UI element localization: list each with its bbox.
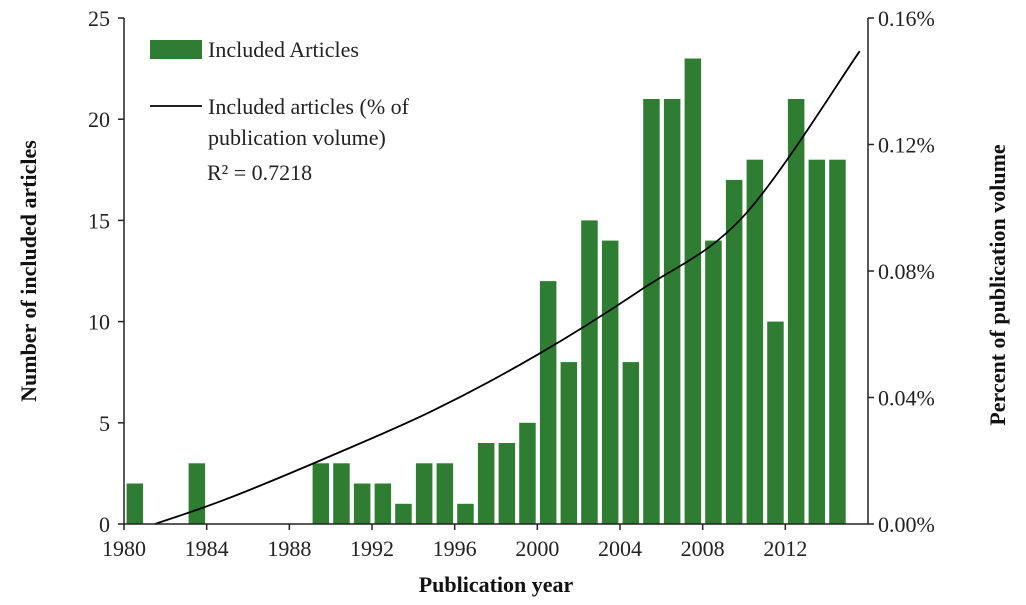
bar-1993: [374, 483, 392, 524]
bar-1999: [498, 443, 516, 524]
x-tick-label-2012: 2012: [763, 536, 807, 561]
bar-1984: [188, 463, 206, 524]
bar-2011: [746, 159, 764, 524]
y-left-tick-label-20: 20: [88, 107, 110, 132]
y-left-tick-label-5: 5: [99, 411, 110, 436]
legend: Included Articles Included articles (% o…: [150, 37, 410, 185]
bar-1997: [457, 503, 474, 524]
bar-2015: [829, 159, 846, 524]
y-left-tick-label-10: 10: [88, 310, 110, 335]
bar-1995: [415, 463, 433, 524]
bar-2006: [643, 99, 660, 524]
bar-2002: [560, 362, 578, 524]
x-tick-label-1992: 1992: [350, 536, 394, 561]
bar-2013: [787, 99, 805, 524]
x-tick-label-1988: 1988: [267, 536, 311, 561]
bar-2008: [684, 58, 702, 524]
bar-2005: [622, 362, 640, 524]
x-tick-label-2000: 2000: [515, 536, 559, 561]
bar-2000: [519, 422, 536, 524]
y-right-tick-label-3: 0.12%: [878, 133, 935, 158]
bar-series: [126, 58, 846, 524]
legend-bar-swatch: [150, 40, 202, 59]
bar-1981: [126, 483, 144, 524]
y-left-tick-label-15: 15: [88, 208, 110, 233]
bar-1994: [395, 503, 412, 524]
y-right-axis-ticks: 0.00% 0.04% 0.08% 0.12% 0.16%: [868, 6, 935, 537]
y-left-tick-label-0: 0: [99, 512, 110, 537]
x-tick-label-1996: 1996: [433, 536, 477, 561]
bar-2003: [581, 220, 598, 524]
y-left-axis-ticks: 0 5 10 15 20 25: [88, 6, 124, 537]
y-left-tick-label-25: 25: [88, 6, 110, 31]
y-axis-right-title: Percent of publication volume: [985, 144, 1010, 426]
y-right-tick-label-1: 0.04%: [878, 386, 935, 411]
x-tick-label-2008: 2008: [681, 536, 725, 561]
x-tick-label-2004: 2004: [598, 536, 642, 561]
bar-1998: [477, 443, 495, 524]
bar-1992: [353, 483, 371, 524]
x-axis-ticks: 1980 1984 1988 1992 1996 2000 2004 2008 2012: [102, 524, 807, 561]
r-squared-label: R² = 0.7218: [207, 160, 312, 185]
x-tick-label-1984: 1984: [185, 536, 229, 561]
bar-2009: [705, 240, 722, 524]
bar-2012: [767, 321, 784, 524]
bar-1991: [333, 463, 350, 524]
legend-line-label-2: publication volume): [208, 125, 386, 150]
bar-2014: [808, 159, 826, 524]
bar-2007: [663, 99, 681, 524]
y-right-tick-label-0: 0.00%: [878, 512, 935, 537]
x-tick-label-1980: 1980: [102, 536, 146, 561]
trend-line: [154, 50, 861, 525]
y-right-tick-label-4: 0.16%: [878, 6, 935, 31]
bar-2001: [539, 281, 557, 524]
bar-2010: [725, 179, 743, 524]
y-right-tick-label-2: 0.08%: [878, 259, 935, 284]
bar-1990: [312, 463, 330, 524]
bar-1996: [436, 463, 454, 524]
x-axis-title: Publication year: [419, 572, 574, 597]
legend-line-label-1: Included articles (% of: [208, 94, 410, 119]
y-axis-left-title: Number of included articles: [16, 140, 41, 402]
bar-2004: [601, 240, 619, 524]
legend-bar-label: Included Articles: [208, 37, 359, 62]
